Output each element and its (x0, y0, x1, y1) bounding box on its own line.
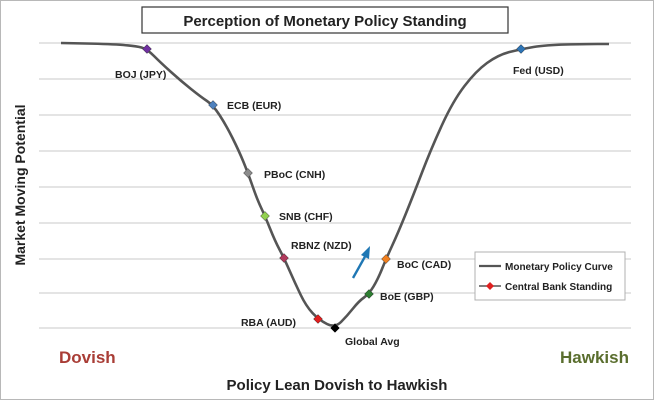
x-axis-label: Policy Lean Dovish to Hawkish (227, 377, 448, 394)
label-rbnz-nzd: RBNZ (NZD) (291, 240, 352, 252)
label-pboc-cnh: PBoC (CNH) (264, 169, 325, 181)
marker-global-avg (330, 323, 340, 333)
marker-pboc-cnh (243, 168, 253, 178)
marker-snb-chf (260, 211, 270, 221)
label-rba-aud: RBA (AUD) (241, 317, 296, 329)
dovish-label: Dovish (59, 348, 116, 367)
label-boj-jpy: BOJ (JPY) (115, 69, 166, 81)
label-fed-usd: Fed (USD) (513, 65, 564, 77)
title-box (141, 6, 509, 34)
legend: Monetary Policy Curve Central Bank Stand… (474, 251, 626, 301)
legend-curve-label: Monetary Policy Curve (505, 262, 613, 273)
marker-ecb-eur (208, 100, 218, 110)
marker-boc-cad (381, 254, 391, 264)
label-snb-chf: SNB (CHF) (279, 211, 333, 223)
label-boe-gbp: BoE (GBP) (380, 291, 434, 303)
marker-boe-gbp (364, 289, 374, 299)
hawkish-label: Hawkish (560, 348, 629, 367)
marker-fed-usd (516, 44, 526, 54)
label-global-avg: Global Avg (345, 336, 400, 348)
legend-standing-label: Central Bank Standing (505, 282, 612, 293)
marker-rbnz-nzd (279, 253, 289, 263)
y-axis-label: Market Moving Potential (12, 104, 28, 265)
legend-diamond-marker (486, 282, 494, 290)
monetary-policy-curve (60, 41, 609, 327)
legend-box (474, 251, 626, 301)
marker-rba-aud (313, 314, 323, 324)
chart-title: Perception of Monetary Policy Standing (183, 13, 466, 30)
marker-boj-jpy (142, 44, 152, 54)
direction-arrow (351, 246, 370, 279)
label-boc-cad: BoC (CAD) (397, 259, 451, 271)
label-ecb-eur: ECB (EUR) (227, 100, 281, 112)
